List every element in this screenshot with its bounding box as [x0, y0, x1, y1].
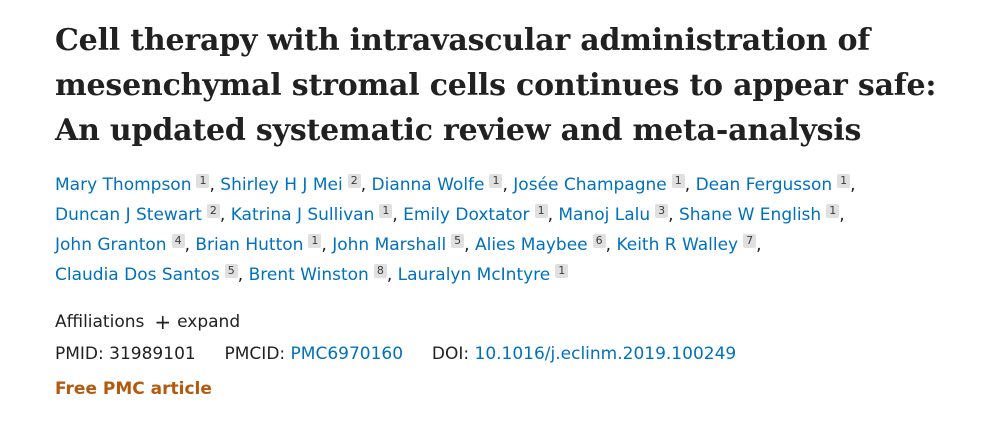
author-item: Shirley H J Mei 2,	[220, 174, 367, 195]
author-item: John Marshall 5,	[332, 234, 470, 255]
author-item: Josée Champagne 1,	[513, 174, 691, 195]
affiliation-badge[interactable]: 6	[592, 234, 606, 248]
author-name-link[interactable]: Josée Champagne	[513, 175, 667, 195]
identifiers-row: PMID: 31989101 PMCID: PMC6970160 DOI: 10…	[55, 342, 955, 366]
free-pmc-article-link[interactable]: Free PMC article	[55, 379, 212, 399]
author-separator: ,	[668, 205, 674, 225]
doi-link[interactable]: 10.1016/j.eclinm.2019.100249	[474, 344, 737, 364]
author-separator: ,	[237, 265, 244, 285]
author-separator: ,	[321, 235, 327, 255]
article-title-line: mesenchymal stromal cells continues to a…	[55, 68, 937, 103]
affiliation-badge[interactable]: 1	[837, 174, 851, 188]
pmid-value: 31989101	[109, 344, 196, 364]
author-item: Emily Doxtator 1,	[403, 204, 553, 225]
affiliations-label: Affiliations	[55, 312, 145, 332]
author-item: Alies Maybee 6,	[474, 234, 612, 255]
author-name-link[interactable]: Katrina J Sullivan	[230, 205, 375, 225]
affiliation-badge[interactable]: 1	[826, 204, 840, 218]
affiliation-badge[interactable]: 1	[308, 234, 322, 248]
article-header: Cell therapy with intravascular administ…	[55, 18, 955, 401]
author-name-link[interactable]: Emily Doxtator	[403, 205, 530, 225]
author-name-link[interactable]: Mary Thompson	[55, 175, 192, 195]
authors-line: Mary Thompson 1, Shirley H J Mei 2, Dianna…	[55, 170, 955, 200]
authors-line: Claudia Dos Santos 5, Brent Winston 8, Lau…	[55, 260, 955, 290]
author-separator: ,	[605, 235, 612, 255]
affiliation-badge[interactable]: 2	[206, 204, 220, 218]
author-name-link[interactable]: Alies Maybee	[474, 235, 588, 255]
author-name-link[interactable]: Shirley H J Mei	[220, 175, 343, 195]
author-separator: ,	[547, 205, 553, 225]
author-item: Katrina J Sullivan 1,	[230, 204, 398, 225]
affiliation-badge[interactable]: 5	[224, 264, 238, 278]
author-item: Lauralyn McIntyre 1	[397, 264, 569, 285]
doi-label: DOI:	[431, 344, 470, 364]
author-name-link[interactable]: Manoj Lalu	[558, 205, 651, 225]
author-item: Brent Winston 8,	[248, 264, 393, 285]
article-title: Cell therapy with intravascular administ…	[55, 18, 955, 153]
author-name-link[interactable]: Claudia Dos Santos	[55, 265, 220, 285]
pmcid-label: PMCID:	[224, 344, 286, 364]
author-item: Brian Hutton 1,	[195, 234, 327, 255]
author-name-link[interactable]: Keith R Walley	[616, 235, 739, 255]
author-name-link[interactable]: John Marshall	[332, 235, 447, 255]
author-item: John Granton 4,	[55, 234, 190, 255]
author-name-link[interactable]: Brian Hutton	[195, 235, 304, 255]
author-separator: ,	[839, 205, 845, 225]
authors-line: John Granton 4, Brian Hutton 1, John Marsh…	[55, 230, 955, 260]
author-name-link[interactable]: Dianna Wolfe	[371, 175, 485, 195]
author-name-link[interactable]: Shane W English	[678, 205, 822, 225]
article-title-line: An updated systematic review and meta-an…	[55, 113, 862, 148]
affiliation-badge[interactable]: 1	[489, 174, 503, 188]
article-title-line: Cell therapy with intravascular administ…	[55, 23, 871, 58]
authors-list: Mary Thompson 1, Shirley H J Mei 2, Dianna…	[55, 170, 955, 290]
author-name-link[interactable]: John Granton	[55, 235, 167, 255]
affiliation-badge[interactable]: 8	[373, 264, 387, 278]
author-name-link[interactable]: Lauralyn McIntyre	[397, 265, 551, 285]
author-name-link[interactable]: Dean Fergusson	[695, 175, 833, 195]
author-item: Dean Fergusson 1,	[695, 174, 856, 195]
affiliation-badge[interactable]: 1	[534, 204, 548, 218]
author-separator: ,	[209, 175, 215, 195]
author-item: Claudia Dos Santos 5,	[55, 264, 244, 285]
author-item: Mary Thompson 1,	[55, 174, 215, 195]
expand-label: expand	[177, 312, 241, 332]
author-separator: ,	[756, 235, 762, 255]
author-name-link[interactable]: Brent Winston	[248, 265, 369, 285]
author-separator: ,	[184, 235, 190, 255]
author-item: Shane W English 1,	[678, 204, 845, 225]
affiliations-row: Affiliations + expand	[55, 310, 955, 334]
author-name-link[interactable]: Duncan J Stewart	[55, 205, 202, 225]
author-item: Duncan J Stewart 2,	[55, 204, 226, 225]
pmcid-link[interactable]: PMC6970160	[290, 344, 404, 364]
author-separator: ,	[502, 175, 508, 195]
author-item: Dianna Wolfe 1,	[371, 174, 508, 195]
author-separator: ,	[360, 175, 367, 195]
affiliations-expand-button[interactable]: + expand	[154, 310, 240, 334]
affiliation-badge[interactable]: 1	[671, 174, 685, 188]
authors-line: Duncan J Stewart 2, Katrina J Sullivan 1, …	[55, 200, 955, 230]
pmid-label: PMID:	[55, 344, 104, 364]
affiliation-badge[interactable]: 1	[555, 264, 569, 278]
author-separator: ,	[464, 235, 470, 255]
author-separator: ,	[850, 175, 856, 195]
plus-icon: +	[154, 310, 172, 334]
author-separator: ,	[684, 175, 691, 195]
author-item: Manoj Lalu 3,	[558, 204, 674, 225]
affiliation-badge[interactable]: 7	[743, 234, 757, 248]
affiliation-badge[interactable]: 5	[451, 234, 465, 248]
author-item: Keith R Walley 7,	[616, 234, 762, 255]
affiliation-badge[interactable]: 3	[655, 204, 669, 218]
author-separator: ,	[392, 205, 398, 225]
author-separator: ,	[386, 265, 393, 285]
affiliation-badge[interactable]: 1	[196, 174, 210, 188]
author-separator: ,	[219, 205, 226, 225]
affiliation-badge[interactable]: 4	[171, 234, 185, 248]
affiliation-badge[interactable]: 1	[379, 204, 393, 218]
affiliation-badge[interactable]: 2	[347, 174, 361, 188]
